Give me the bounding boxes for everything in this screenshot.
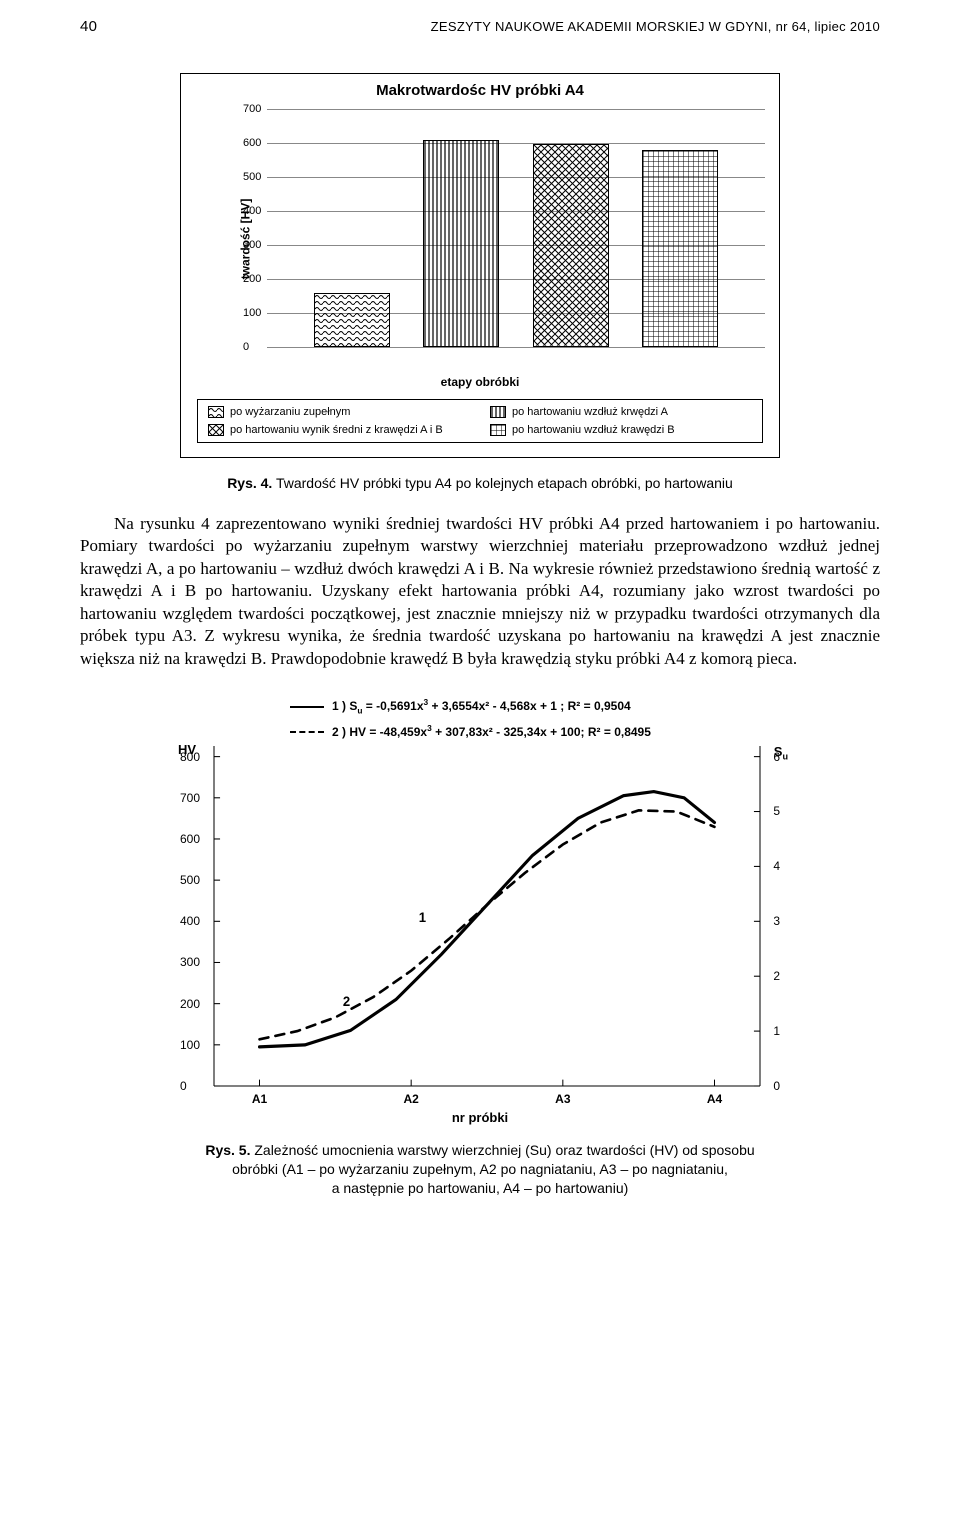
- fig4-ytick: 200: [243, 273, 261, 285]
- fig4-ytick: 100: [243, 307, 261, 319]
- fig4-caption-text: Twardość HV próbki typu A4 po kolejnych …: [276, 475, 733, 491]
- fig5-caption: Rys. 5. Zależność umocnienia warstwy wie…: [140, 1141, 820, 1198]
- eq1-text: 1 ) Su = -0,5691x3 + 3,6554x² - 4,568x +…: [332, 696, 631, 718]
- fig4-ytick: 500: [243, 171, 261, 183]
- legend-swatch: [490, 406, 506, 418]
- fig4-legend: po wyżarzaniu zupełnym po hartowaniu wzdł…: [197, 399, 763, 443]
- legend-item: po hartowaniu wzdłuż krwędzi A: [490, 406, 752, 418]
- legend-item: po wyżarzaniu zupełnym: [208, 406, 470, 418]
- fig4-caption: Rys. 4. Twardość HV próbki typu A4 po ko…: [140, 474, 820, 493]
- fig5-ytick-left: 100: [180, 1038, 200, 1052]
- fig5-ytick-left: 300: [180, 955, 200, 969]
- fig4-ytick: 700: [243, 103, 261, 115]
- fig5-xtick: A3: [555, 1092, 570, 1106]
- fig5-ytick-left: 800: [180, 750, 200, 764]
- fig5-ytick-left: 0: [180, 1079, 187, 1093]
- fig5-ytick-right: 1: [773, 1024, 780, 1038]
- fig5-caption-label: Rys. 5.: [205, 1142, 250, 1158]
- fig5-ytick-right: 2: [773, 969, 780, 983]
- fig5-xlabel: nr próbki: [170, 1110, 790, 1125]
- fig5-ytick-right: 4: [773, 859, 780, 873]
- fig4-title: Makrotwardośc HV próbki A4: [195, 82, 765, 99]
- legend-swatch: [490, 424, 506, 436]
- legend-item: po hartowaniu wzdłuż krawędzi B: [490, 424, 752, 436]
- figure-5: 1 ) Su = -0,5691x3 + 3,6554x² - 4,568x +…: [170, 696, 790, 1125]
- journal-title: ZESZYTY NAUKOWE AKADEMII MORSKIEJ W GDYN…: [117, 19, 880, 34]
- fig5-xtick: A2: [403, 1092, 418, 1106]
- eq-line-2: 2 ) HV = -48,459x3 + 307,83x² - 325,34x …: [290, 722, 790, 742]
- dashed-line-icon: [290, 731, 324, 733]
- page-header: 40 ZESZYTY NAUKOWE AKADEMII MORSKIEJ W G…: [80, 0, 880, 45]
- fig5-caption-line2: obróbki (A1 – po wyżarzaniu zupełnym, A2…: [232, 1161, 728, 1177]
- eq2-text: 2 ) HV = -48,459x3 + 307,83x² - 325,34x …: [332, 722, 651, 742]
- fig4-xlabel: etapy obróbki: [195, 375, 765, 389]
- legend-swatch: [208, 424, 224, 436]
- fig4-bar: [533, 144, 609, 347]
- svg-text:1: 1: [419, 910, 427, 925]
- fig5-plot-area: HV Su 12 0100200300400500600700800 01234…: [214, 746, 760, 1086]
- fig4-bar: [423, 140, 499, 347]
- fig5-ytick-left: 500: [180, 873, 200, 887]
- fig5-equations: 1 ) Su = -0,5691x3 + 3,6554x² - 4,568x +…: [290, 696, 790, 742]
- fig5-ytick-left: 700: [180, 791, 200, 805]
- fig5-ytick-right: 5: [773, 804, 780, 818]
- svg-text:2: 2: [343, 994, 350, 1009]
- fig5-ytick-left: 400: [180, 914, 200, 928]
- fig4-frame: Makrotwardośc HV próbki A4 twardość [HV]…: [180, 73, 780, 458]
- fig5-ytick-left: 200: [180, 997, 200, 1011]
- fig5-ytick-right: 0: [773, 1079, 780, 1093]
- fig5-ytick-right: 6: [773, 750, 780, 764]
- fig5-xtick: A4: [707, 1092, 722, 1106]
- fig5-ytick-right: 3: [773, 914, 780, 928]
- legend-swatch: [208, 406, 224, 418]
- body-paragraph: Na rysunku 4 zaprezentowano wyniki średn…: [80, 513, 880, 670]
- page-number: 40: [80, 18, 97, 35]
- legend-item: po hartowaniu wynik średni z krawędzi A …: [208, 424, 470, 436]
- solid-line-icon: [290, 706, 324, 708]
- fig4-ytick: 300: [243, 239, 261, 251]
- fig4-plot-area: twardość [HV] 0100200300400500600700: [245, 109, 765, 369]
- figure-4: Makrotwardośc HV próbki A4 twardość [HV]…: [80, 73, 880, 458]
- fig4-ytick: 600: [243, 137, 261, 149]
- legend-label: po hartowaniu wzdłuż krawędzi B: [512, 424, 675, 436]
- fig4-bar: [642, 150, 718, 347]
- legend-label: po hartowaniu wzdłuż krwędzi A: [512, 406, 668, 418]
- fig4-ytick: 400: [243, 205, 261, 217]
- legend-label: po hartowaniu wynik średni z krawędzi A …: [230, 424, 443, 436]
- fig5-caption-line3: a następnie po hartowaniu, A4 – po harto…: [332, 1180, 629, 1196]
- fig5-caption-line1: Zależność umocnienia warstwy wierzchniej…: [254, 1142, 754, 1158]
- eq-line-1: 1 ) Su = -0,5691x3 + 3,6554x² - 4,568x +…: [290, 696, 790, 718]
- fig5-xtick: A1: [252, 1092, 267, 1106]
- legend-label: po wyżarzaniu zupełnym: [230, 406, 350, 418]
- fig4-caption-label: Rys. 4.: [227, 475, 272, 491]
- fig5-ytick-left: 600: [180, 832, 200, 846]
- fig4-ytick: 0: [243, 341, 249, 353]
- fig4-bar: [314, 293, 390, 347]
